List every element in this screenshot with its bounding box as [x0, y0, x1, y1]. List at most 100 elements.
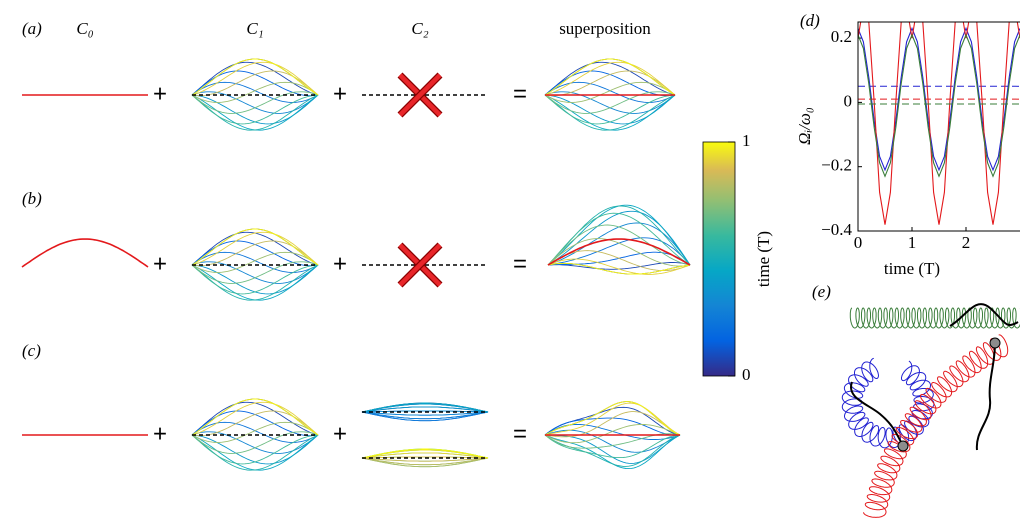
- wave-curve: [191, 398, 319, 436]
- operator: +: [153, 420, 167, 447]
- wave-curve: [547, 250, 691, 272]
- y-tick-label: −0.2: [821, 156, 852, 175]
- wave-curve: [191, 434, 319, 471]
- column-title: C₁: [246, 19, 263, 38]
- wave-curve: [191, 264, 319, 301]
- filament: [975, 342, 996, 451]
- wave-curve: [191, 240, 319, 267]
- operator: +: [333, 420, 347, 447]
- cross: [398, 73, 442, 117]
- wave-curve: [191, 264, 319, 295]
- wave-curve: [361, 448, 489, 459]
- wave-curve: [544, 411, 681, 438]
- x-tick-label: 1: [908, 233, 917, 252]
- operator: =: [513, 80, 527, 107]
- wave-curve: [361, 452, 489, 459]
- wave-curve: [361, 457, 489, 462]
- wave-curve: [191, 228, 319, 266]
- wave-curve: [191, 398, 319, 436]
- filament: [949, 303, 1019, 327]
- wave-curve: [544, 70, 676, 97]
- operator: =: [513, 420, 527, 447]
- wave-curve: [191, 58, 319, 96]
- y-tick-label: −0.4: [821, 220, 852, 239]
- y-tick-label: 0.2: [831, 27, 852, 46]
- filament: [850, 381, 904, 447]
- wave-curve: [547, 238, 691, 267]
- operator: +: [333, 250, 347, 277]
- colorbar: [702, 141, 736, 377]
- wave-curve: [191, 431, 319, 454]
- wave-curve: [544, 94, 676, 131]
- y-tick-label: 0: [844, 91, 853, 110]
- wave-curve: [361, 411, 489, 420]
- wave-curve: [361, 411, 489, 422]
- wave-curve: [191, 61, 319, 96]
- static-shape: [547, 238, 691, 266]
- plot-frame: [857, 21, 1020, 232]
- wave-curve: [191, 434, 319, 465]
- static-shape: [21, 238, 149, 268]
- wave-curve: [361, 449, 489, 459]
- wave-curve: [361, 402, 489, 413]
- wave-curve: [191, 434, 319, 471]
- series-line: [858, 26, 1020, 172]
- wave-curve: [361, 457, 489, 466]
- x-tick-label: 0: [854, 233, 863, 252]
- wave-curve: [191, 94, 319, 131]
- wave-curve: [544, 94, 676, 125]
- wave-curve: [191, 264, 319, 301]
- wave-curve: [191, 94, 319, 131]
- wave-curve: [191, 81, 319, 103]
- column-title: C₂: [411, 19, 428, 38]
- panel-label: (a): [22, 19, 42, 38]
- column-title: C₀: [76, 19, 93, 38]
- wave-curve: [544, 434, 681, 459]
- wave-curve: [361, 406, 489, 413]
- y-axis-label: Ωᵢ/ω₀: [795, 107, 814, 145]
- wave-curve: [544, 424, 681, 444]
- trajectory: [841, 357, 935, 449]
- trajectory: [863, 334, 1009, 518]
- panel-label: (d): [800, 11, 820, 30]
- x-axis-label: time (T): [884, 259, 940, 278]
- trajectory: [849, 307, 1020, 329]
- wave-curve: [191, 228, 319, 266]
- column-title: superposition: [559, 19, 651, 38]
- panel-label: (e): [812, 282, 831, 301]
- wave-curve: [547, 262, 691, 275]
- wave-curve: [191, 401, 319, 436]
- wave-curve: [547, 258, 691, 275]
- wave-curve: [544, 401, 681, 436]
- wave-curve: [547, 224, 691, 266]
- wave-curve: [191, 410, 319, 437]
- plot-area: [858, 22, 1020, 225]
- wave-curve: [361, 411, 489, 416]
- drawings: + + = + + = + + =: [21, 58, 691, 471]
- wave-curve: [544, 81, 676, 103]
- wave-curve: [191, 91, 319, 114]
- operator: +: [153, 80, 167, 107]
- operator: +: [153, 250, 167, 277]
- wave-curve: [361, 457, 489, 468]
- anchor-dot: [897, 440, 909, 452]
- colorbar-tick-label: 1: [742, 131, 751, 150]
- wave-curve: [544, 58, 676, 96]
- wave-curve: [191, 251, 319, 273]
- wave-curve: [191, 231, 319, 266]
- operator: =: [513, 250, 527, 277]
- wave-curve: [544, 61, 676, 96]
- wave-curve: [191, 94, 319, 125]
- wave-curve: [191, 58, 319, 96]
- wave-curve: [547, 212, 691, 266]
- trajectories: [841, 303, 1020, 518]
- wave-curve: [544, 402, 681, 436]
- panel-label: (b): [22, 189, 42, 208]
- wave-curve: [191, 421, 319, 443]
- cross: [398, 243, 442, 287]
- anchor-dot: [989, 337, 1001, 349]
- colorbar-label: time (T): [754, 231, 773, 287]
- wave-curve: [191, 70, 319, 97]
- wave-curve: [544, 91, 676, 114]
